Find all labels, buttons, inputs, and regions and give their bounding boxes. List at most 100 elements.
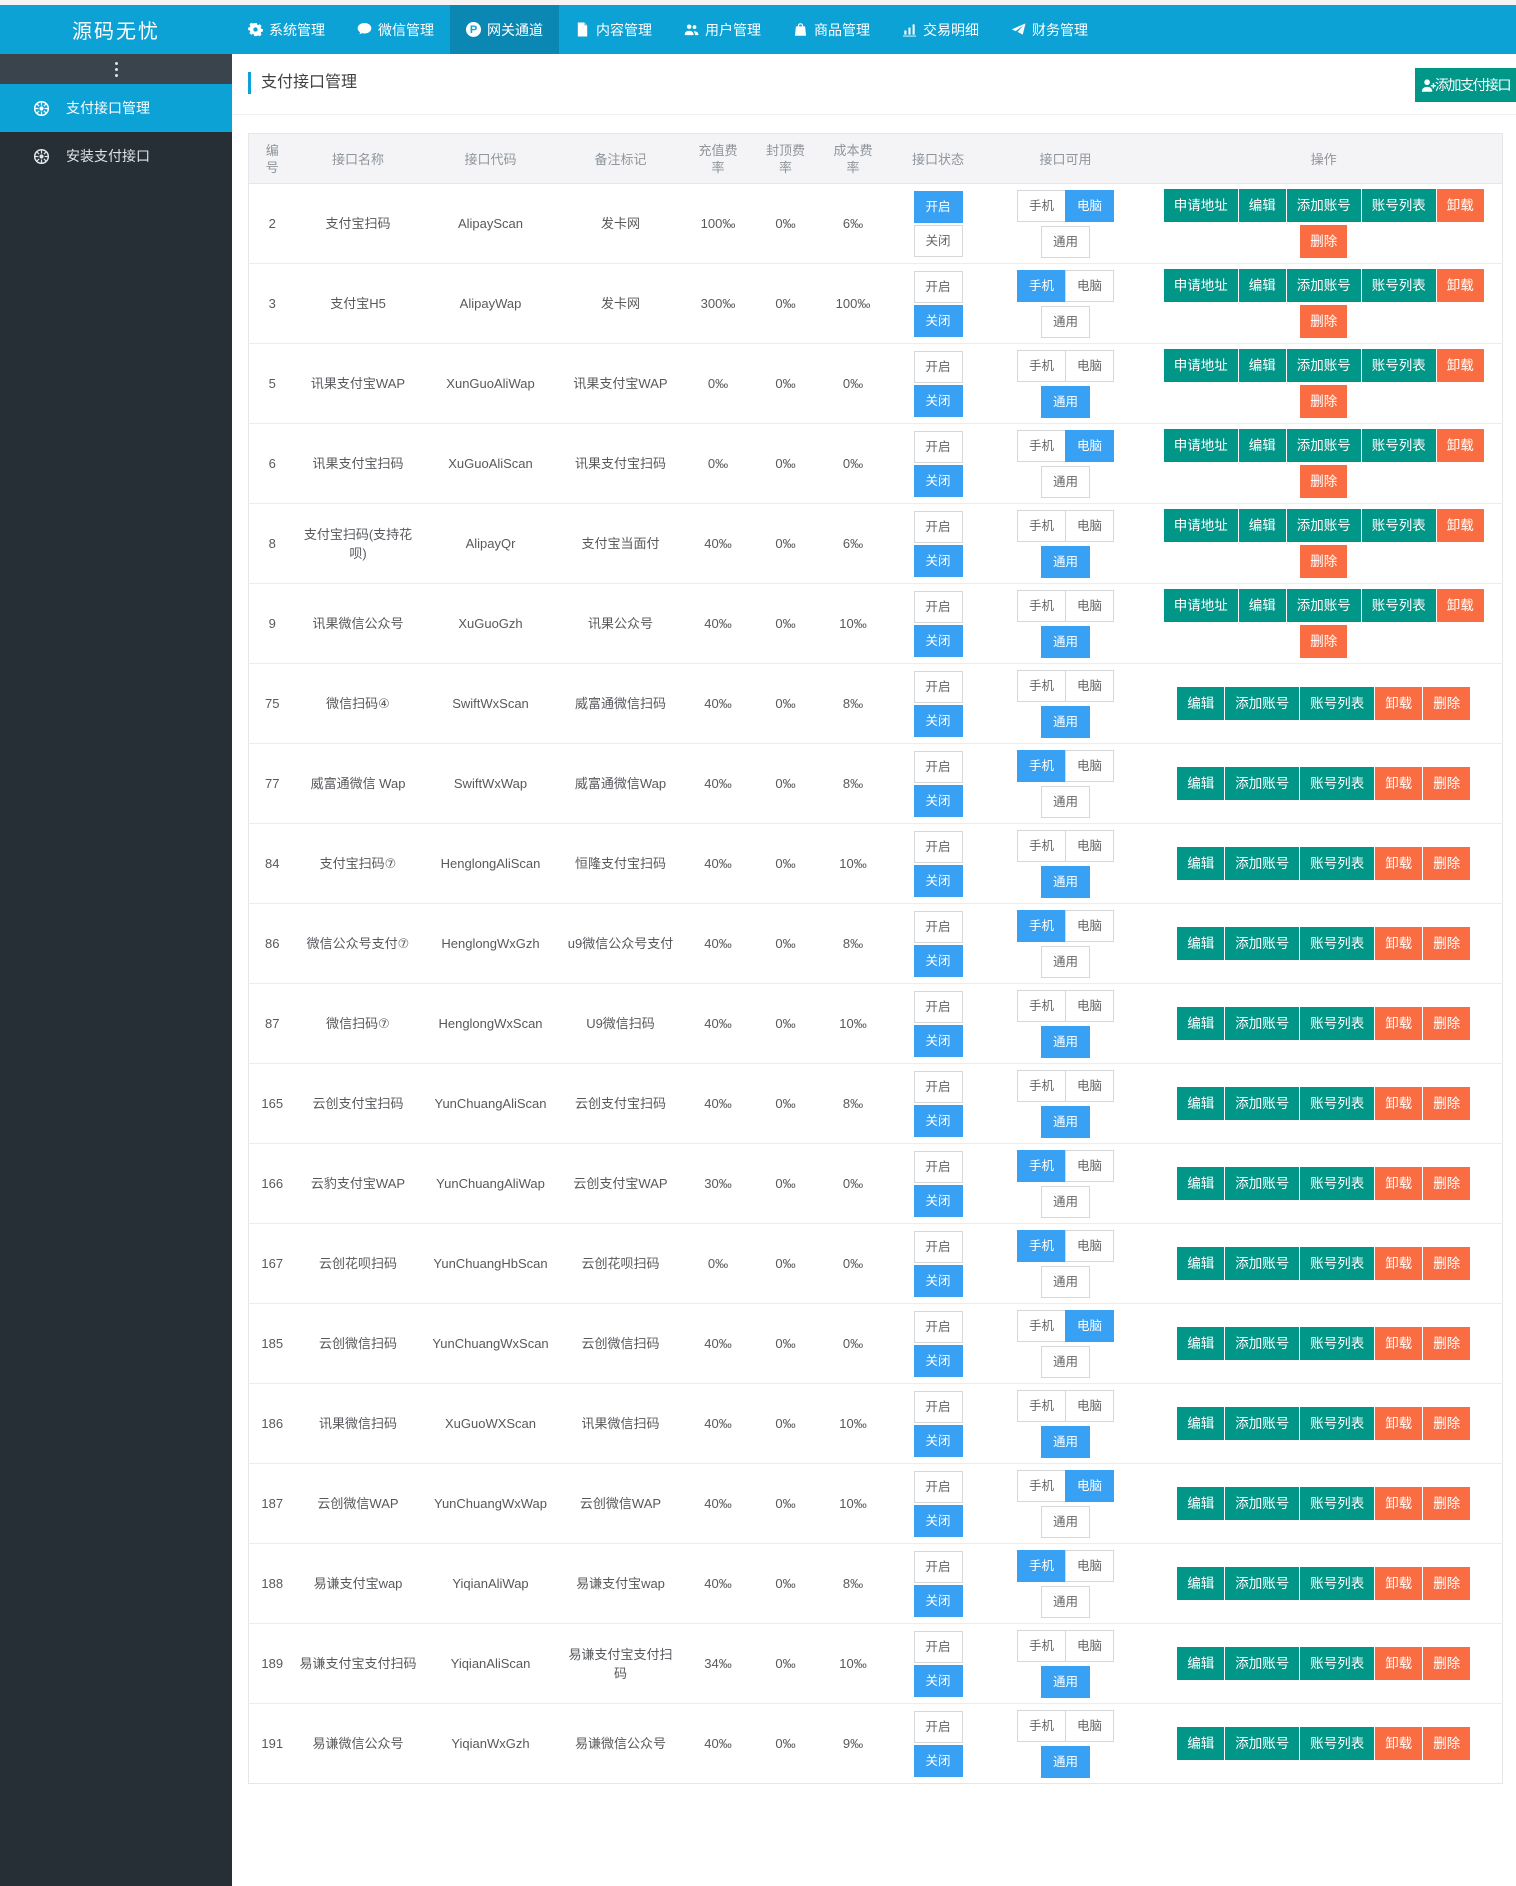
action-add-button[interactable]: 添加账号 (1225, 1567, 1300, 1600)
avail-pc-button[interactable]: 电脑 (1065, 749, 1114, 782)
action-edit-button[interactable]: 编辑 (1177, 687, 1225, 720)
status-off-button[interactable]: 关闭 (913, 384, 963, 417)
action-uninstall-button[interactable]: 卸载 (1436, 269, 1484, 302)
action-delete-button[interactable]: 删除 (1423, 1407, 1471, 1440)
avail-common-button[interactable]: 通用 (1041, 1745, 1090, 1778)
avail-common-button[interactable]: 通用 (1041, 705, 1090, 738)
avail-pc-button[interactable]: 电脑 (1065, 1309, 1114, 1342)
avail-common-button[interactable]: 通用 (1041, 385, 1090, 418)
avail-phone-button[interactable]: 手机 (1017, 1069, 1066, 1102)
action-delete-button[interactable]: 删除 (1300, 545, 1348, 578)
status-on-button[interactable]: 开启 (913, 430, 963, 463)
nav-item-bag[interactable]: 商品管理 (777, 5, 886, 54)
action-list-button[interactable]: 账号列表 (1300, 1167, 1375, 1200)
sidebar-item[interactable]: 支付接口管理 (0, 84, 232, 132)
action-add-button[interactable]: 添加账号 (1225, 1407, 1300, 1440)
action-delete-button[interactable]: 删除 (1423, 1007, 1471, 1040)
avail-pc-button[interactable]: 电脑 (1065, 589, 1114, 622)
action-delete-button[interactable]: 删除 (1423, 687, 1471, 720)
action-edit-button[interactable]: 编辑 (1177, 1007, 1225, 1040)
action-list-button[interactable]: 账号列表 (1361, 509, 1436, 542)
nav-item-doc[interactable]: 内容管理 (559, 5, 668, 54)
action-delete-button[interactable]: 删除 (1300, 465, 1348, 498)
avail-pc-button[interactable]: 电脑 (1065, 1709, 1114, 1742)
avail-common-button[interactable]: 通用 (1041, 1185, 1090, 1218)
action-uninstall-button[interactable]: 卸载 (1375, 1407, 1423, 1440)
action-edit-button[interactable]: 编辑 (1177, 1647, 1225, 1680)
status-off-button[interactable]: 关闭 (913, 624, 963, 657)
action-apply-button[interactable]: 申请地址 (1163, 589, 1238, 622)
avail-pc-button[interactable]: 电脑 (1065, 1069, 1114, 1102)
nav-item-comment[interactable]: 微信管理 (341, 5, 450, 54)
status-off-button[interactable]: 关闭 (913, 864, 963, 897)
action-list-button[interactable]: 账号列表 (1300, 767, 1375, 800)
status-off-button[interactable]: 关闭 (913, 944, 963, 977)
action-uninstall-button[interactable]: 卸载 (1436, 189, 1484, 222)
action-list-button[interactable]: 账号列表 (1300, 1327, 1375, 1360)
status-off-button[interactable]: 关闭 (913, 1744, 963, 1777)
avail-common-button[interactable]: 通用 (1041, 1505, 1090, 1538)
action-edit-button[interactable]: 编辑 (1177, 1327, 1225, 1360)
avail-phone-button[interactable]: 手机 (1017, 669, 1066, 702)
nav-item-gateway[interactable]: P 网关通道 (450, 5, 559, 54)
avail-common-button[interactable]: 通用 (1041, 1425, 1090, 1458)
action-delete-button[interactable]: 删除 (1423, 1567, 1471, 1600)
action-uninstall-button[interactable]: 卸载 (1375, 1087, 1423, 1120)
avail-common-button[interactable]: 通用 (1041, 1025, 1090, 1058)
nav-item-gear[interactable]: 系统管理 (232, 5, 341, 54)
status-on-button[interactable]: 开启 (913, 510, 963, 543)
avail-phone-button[interactable]: 手机 (1017, 829, 1066, 862)
sidebar-collapse-toggle[interactable] (0, 54, 232, 84)
avail-pc-button[interactable]: 电脑 (1065, 909, 1114, 942)
avail-pc-button[interactable]: 电脑 (1065, 1629, 1114, 1662)
action-uninstall-button[interactable]: 卸载 (1375, 1167, 1423, 1200)
avail-phone-button[interactable]: 手机 (1017, 1469, 1066, 1502)
action-edit-button[interactable]: 编辑 (1238, 509, 1286, 542)
action-delete-button[interactable]: 删除 (1300, 385, 1348, 418)
action-add-button[interactable]: 添加账号 (1286, 429, 1361, 462)
nav-item-users[interactable]: 用户管理 (668, 5, 777, 54)
status-off-button[interactable]: 关闭 (913, 224, 963, 257)
avail-common-button[interactable]: 通用 (1041, 865, 1090, 898)
action-add-button[interactable]: 添加账号 (1286, 269, 1361, 302)
status-on-button[interactable]: 开启 (913, 1390, 963, 1423)
action-list-button[interactable]: 账号列表 (1300, 847, 1375, 880)
status-off-button[interactable]: 关闭 (913, 1344, 963, 1377)
avail-phone-button[interactable]: 手机 (1017, 1229, 1066, 1262)
action-delete-button[interactable]: 删除 (1423, 1487, 1471, 1520)
action-add-button[interactable]: 添加账号 (1225, 767, 1300, 800)
avail-common-button[interactable]: 通用 (1041, 465, 1090, 498)
status-off-button[interactable]: 关闭 (913, 544, 963, 577)
avail-phone-button[interactable]: 手机 (1017, 1389, 1066, 1422)
status-off-button[interactable]: 关闭 (913, 1664, 963, 1697)
status-on-button[interactable]: 开启 (913, 750, 963, 783)
avail-phone-button[interactable]: 手机 (1017, 509, 1066, 542)
avail-phone-button[interactable]: 手机 (1017, 1309, 1066, 1342)
avail-pc-button[interactable]: 电脑 (1065, 429, 1114, 462)
status-on-button[interactable]: 开启 (913, 190, 963, 223)
avail-phone-button[interactable]: 手机 (1017, 269, 1066, 302)
avail-phone-button[interactable]: 手机 (1017, 909, 1066, 942)
action-edit-button[interactable]: 编辑 (1177, 1087, 1225, 1120)
action-uninstall-button[interactable]: 卸载 (1436, 429, 1484, 462)
action-edit-button[interactable]: 编辑 (1238, 269, 1286, 302)
avail-common-button[interactable]: 通用 (1041, 1585, 1090, 1618)
avail-phone-button[interactable]: 手机 (1017, 989, 1066, 1022)
action-edit-button[interactable]: 编辑 (1177, 1407, 1225, 1440)
status-on-button[interactable]: 开启 (913, 1150, 963, 1183)
action-edit-button[interactable]: 编辑 (1238, 189, 1286, 222)
avail-common-button[interactable]: 通用 (1041, 545, 1090, 578)
action-apply-button[interactable]: 申请地址 (1163, 189, 1238, 222)
action-delete-button[interactable]: 删除 (1423, 1167, 1471, 1200)
action-delete-button[interactable]: 删除 (1423, 927, 1471, 960)
action-uninstall-button[interactable]: 卸载 (1375, 1487, 1423, 1520)
status-on-button[interactable]: 开启 (913, 670, 963, 703)
nav-item-plane[interactable]: 财务管理 (995, 5, 1104, 54)
action-apply-button[interactable]: 申请地址 (1163, 509, 1238, 542)
action-edit-button[interactable]: 编辑 (1177, 767, 1225, 800)
action-edit-button[interactable]: 编辑 (1238, 429, 1286, 462)
action-list-button[interactable]: 账号列表 (1300, 1087, 1375, 1120)
action-add-button[interactable]: 添加账号 (1225, 1487, 1300, 1520)
action-list-button[interactable]: 账号列表 (1300, 1567, 1375, 1600)
action-list-button[interactable]: 账号列表 (1361, 269, 1436, 302)
